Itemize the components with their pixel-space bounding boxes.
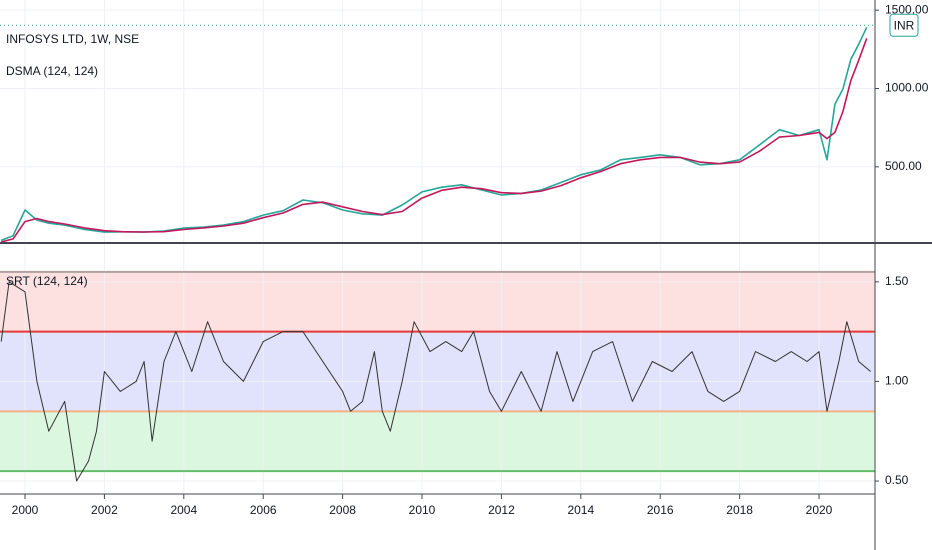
indicator-title: DSMA (124, 124) [6,64,98,78]
band [0,331,875,412]
y-tick-label: 1500.00 [885,2,929,16]
x-tick-label: 2020 [806,503,833,517]
x-tick-label: 2014 [567,503,594,517]
x-tick-label: 2002 [91,503,118,517]
x-tick-label: 2018 [726,503,753,517]
x-tick-label: 2000 [12,503,39,517]
x-tick-label: 2008 [329,503,356,517]
series-line [0,26,868,242]
y-tick-label: 0.50 [885,473,909,487]
symbol-title: INFOSYS LTD, 1W, NSE [6,32,139,46]
x-tick-label: 2012 [488,503,515,517]
y-tick-label: 500.00 [885,159,922,173]
srt-title: SRT (124, 124) [6,274,88,288]
x-tick-label: 2016 [647,503,674,517]
series-line [0,38,868,242]
y-tick-label: 1.00 [885,374,909,388]
band [0,411,875,472]
x-tick-label: 2004 [170,503,197,517]
currency-box [889,13,919,37]
y-tick-label: 1.50 [885,274,909,288]
y-tick-label: 1000.00 [885,81,929,95]
x-tick-label: 2006 [250,503,277,517]
currency-label: INR [894,18,915,32]
x-tick-label: 2010 [409,503,436,517]
series-line [0,281,871,482]
band [0,271,875,332]
